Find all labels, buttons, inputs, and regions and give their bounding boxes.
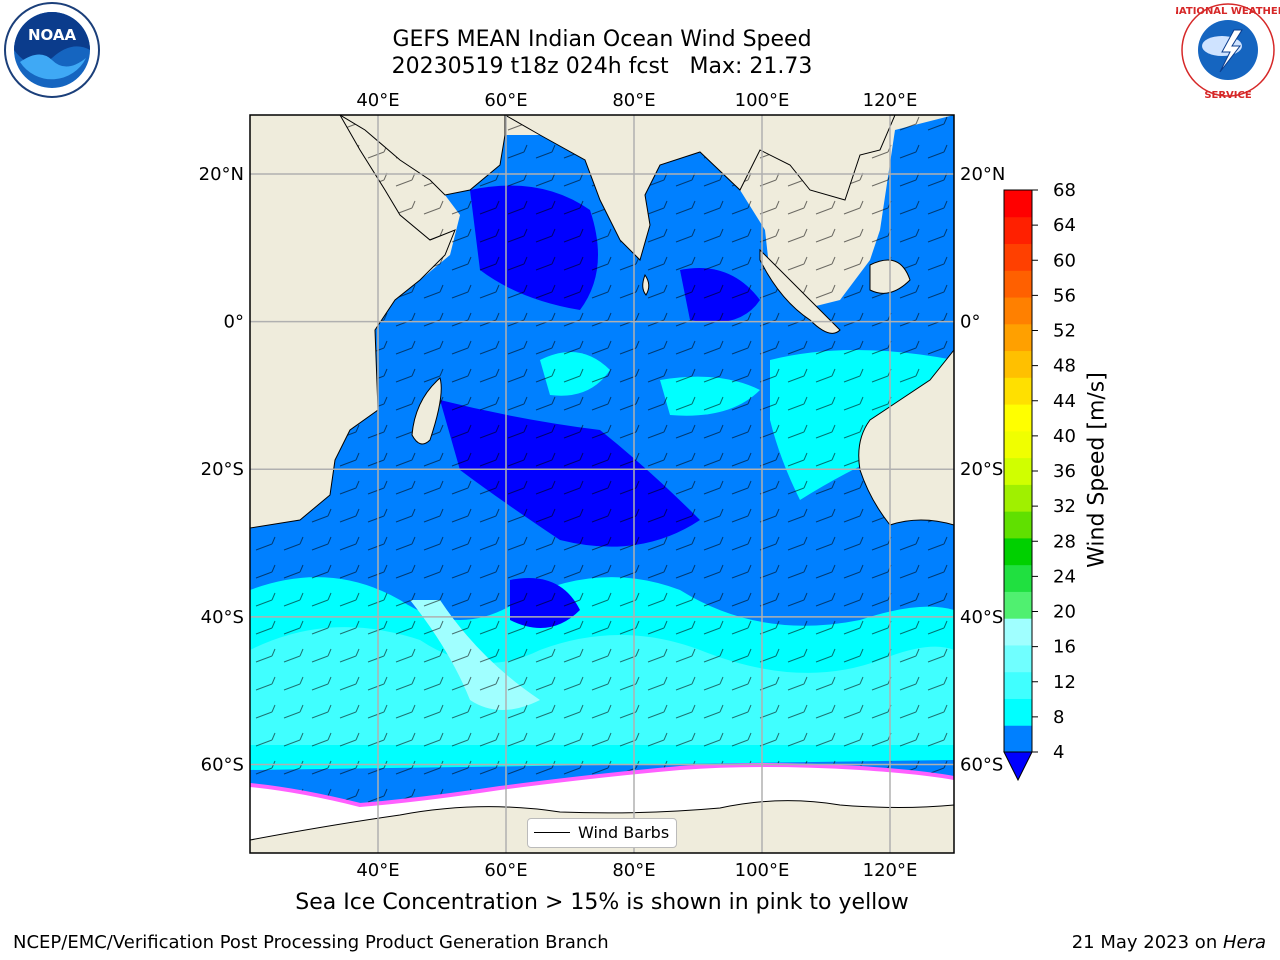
legend-line-swatch	[534, 832, 570, 833]
x-tick-label-top: 120°E	[863, 90, 918, 111]
colorbar-segment	[1004, 190, 1032, 218]
footer-date: 21 May 2023 on Hera	[1072, 932, 1266, 953]
x-tick-label-top: 100°E	[735, 90, 790, 111]
x-tick-label-top: 60°E	[484, 90, 527, 111]
colorbar-tick-label: 60	[1053, 250, 1076, 271]
colorbar-segment	[1004, 323, 1032, 352]
colorbar-tick-label: 8	[1053, 707, 1064, 728]
land-sri-lanka	[642, 273, 650, 296]
x-tick-label-bottom: 80°E	[612, 860, 655, 881]
colorbar-tick-label: 48	[1053, 356, 1076, 377]
map-legend: Wind Barbs	[527, 818, 677, 848]
x-tick-label-top: 40°E	[356, 90, 399, 111]
colorbar-segment	[1004, 350, 1032, 378]
colorbar-segment	[1004, 671, 1032, 699]
map-frame	[249, 114, 955, 854]
colorbar-tick-label: 52	[1053, 321, 1076, 342]
colorbar-tick-label: 40	[1053, 426, 1076, 447]
colorbar-tick-label: 12	[1053, 672, 1076, 693]
colorbar-segment	[1004, 725, 1032, 753]
land-arabia	[339, 115, 506, 196]
colorbar-under-extension	[1003, 751, 1033, 782]
footer-credit: NCEP/EMC/Verification Post Processing Pr…	[13, 932, 609, 953]
y-tick-label-left: 20°N	[199, 164, 244, 185]
colorbar-tick-label: 36	[1053, 461, 1076, 482]
y-tick-label-right: 20°S	[960, 459, 1003, 480]
y-tick-label-left: 60°S	[201, 754, 244, 775]
colorbar-segment	[1004, 216, 1032, 245]
y-tick-label-right: 0°	[960, 312, 980, 333]
colorbar-tick-label: 4	[1053, 742, 1064, 763]
y-tick-label-right: 40°S	[960, 607, 1003, 628]
land-australia	[858, 349, 954, 526]
svg-text:NATIONAL WEATHER: NATIONAL WEATHER	[1176, 6, 1280, 17]
map-tick-labels: 40°E 40°E 60°E 60°E 80°E 80°E 100°E 100°E 120°E 1…	[199, 90, 1006, 881]
colorbar-segment	[1004, 698, 1032, 726]
sea-ice-edge	[250, 763, 954, 808]
footer-machine: Hera	[1222, 932, 1266, 953]
colorbar-segment	[1004, 618, 1032, 646]
y-tick-label-left: 0°	[224, 312, 244, 333]
x-tick-label-top: 80°E	[612, 90, 655, 111]
colorbar-segment	[1004, 404, 1032, 432]
colorbar-segment	[1004, 430, 1032, 459]
y-tick-label-right: 60°S	[960, 754, 1003, 775]
colorbar-segment	[1004, 270, 1032, 298]
x-tick-label-bottom: 100°E	[735, 860, 790, 881]
colorbar-tick-label: 24	[1053, 566, 1076, 587]
colorbar-tick-label: 56	[1053, 285, 1076, 306]
noaa-logo: NOAA	[0, 0, 104, 104]
colorbar-tick-label: 28	[1053, 531, 1076, 552]
colorbar-tick-label: 20	[1053, 602, 1076, 623]
svg-text:SERVICE: SERVICE	[1204, 90, 1252, 101]
y-tick-label-left: 20°S	[201, 459, 244, 480]
figure-caption: Sea Ice Concentration > 15% is shown in …	[295, 890, 909, 915]
footer-date-text: 21 May 2023 on	[1071, 932, 1223, 953]
colorbar-segment	[1004, 511, 1032, 539]
colorbar-segment	[1004, 537, 1032, 566]
colorbar-tick-label: 68	[1053, 180, 1076, 201]
map-gridlines	[250, 115, 954, 853]
colorbar-segment	[1004, 484, 1032, 512]
colorbar-segment	[1004, 297, 1032, 325]
y-tick-label-left: 40°S	[201, 607, 244, 628]
chart-subtitle: 20230519 t18z 024h fcst Max: 21.73	[391, 54, 813, 79]
colorbar-segment	[1004, 564, 1032, 592]
colorbar-tick-label: 16	[1053, 637, 1076, 658]
colorbar-segment	[1004, 243, 1032, 271]
svg-text:NOAA: NOAA	[28, 26, 77, 44]
land-sumatra	[759, 248, 841, 334]
x-tick-label-bottom: 120°E	[863, 860, 918, 881]
colorbar-tick-label: 44	[1053, 391, 1076, 412]
x-tick-label-bottom: 60°E	[484, 860, 527, 881]
colorbar-segment	[1004, 377, 1032, 405]
y-tick-label-right: 20°N	[960, 164, 1005, 185]
chart-title: GEFS MEAN Indian Ocean Wind Speed	[392, 27, 812, 52]
land-madagascar	[411, 377, 442, 445]
legend-label: Wind Barbs	[578, 823, 670, 842]
x-tick-label-bottom: 40°E	[356, 860, 399, 881]
colorbar-tick-label: 32	[1053, 496, 1076, 517]
colorbar-segment	[1004, 644, 1032, 673]
colorbar-segment	[1004, 457, 1032, 485]
colorbar-segment	[1004, 591, 1032, 619]
colorbar-tick-label: 64	[1053, 215, 1076, 236]
land-india	[503, 115, 896, 261]
nws-logo: NATIONAL WEATHER SERVICE	[1171, 0, 1280, 104]
map-area	[250, 115, 954, 853]
colorbar-label: Wind Speed [m/s]	[1084, 372, 1110, 568]
